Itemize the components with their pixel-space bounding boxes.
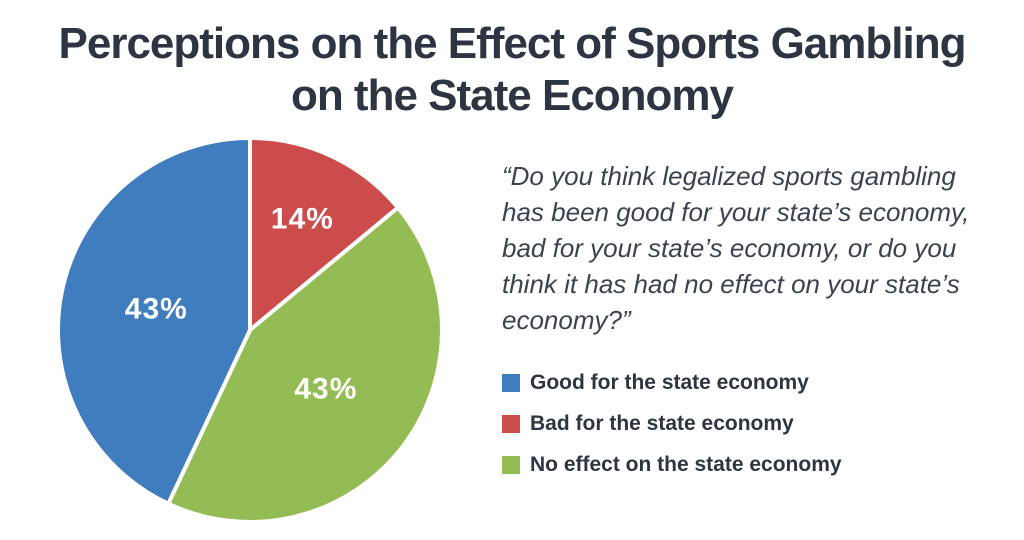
data-label-bad-for-the-state-economy: 14%: [271, 202, 334, 235]
chart-title: Perceptions on the Effect of Sports Gamb…: [0, 18, 1024, 122]
legend-swatch: [502, 455, 520, 474]
legend-item: Good for the state economy: [502, 362, 842, 403]
data-label-no-effect-on-the-state-economy: 43%: [294, 372, 357, 405]
legend-swatch: [502, 414, 520, 433]
chart-title-line-2: on the State Economy: [290, 71, 734, 120]
legend-label: Good for the state economy: [530, 370, 809, 394]
pie-slice-good-for-the-state-economy: [56, 136, 252, 506]
data-label-good-for-the-state-economy: 43%: [125, 293, 188, 326]
legend-label: No effect on the state economy: [530, 452, 842, 476]
chart-title-line-1: Perceptions on the Effect of Sports Gamb…: [58, 19, 967, 68]
pie-slice-no-effect-on-the-state-economy: [166, 205, 444, 524]
legend: Good for the state economy Bad for the st…: [502, 362, 842, 485]
legend-item: No effect on the state economy: [502, 444, 842, 485]
pie-slice-bad-for-the-state-economy: [248, 136, 400, 332]
survey-question: “Do you think legalized sports gambling …: [502, 161, 970, 335]
legend-label: Bad for the state economy: [530, 411, 794, 435]
legend-item: Bad for the state economy: [502, 403, 842, 444]
legend-swatch: [502, 373, 520, 392]
